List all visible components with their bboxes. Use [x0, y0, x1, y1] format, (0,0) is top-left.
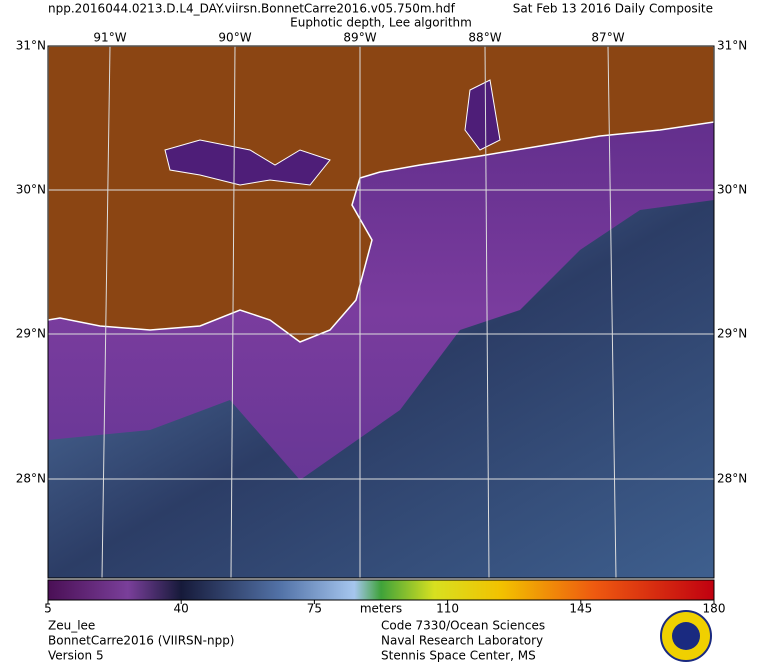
grid-line	[230, 46, 236, 578]
tick-label: 145	[569, 602, 592, 616]
lat-label: 29°N	[16, 327, 46, 341]
lon-label: 87°W	[591, 31, 624, 45]
tick-label: 110	[436, 602, 459, 616]
footer-right: Stennis Space Center, MS	[381, 649, 536, 663]
map-frame	[47, 45, 715, 579]
lat-label: 28°N	[16, 472, 46, 486]
footer-right: Naval Research Laboratory	[381, 634, 543, 648]
tick-label: 75	[307, 602, 322, 616]
tick-label: 5	[44, 602, 52, 616]
lat-label: 29°N	[717, 327, 747, 341]
file-name: npp.2016044.0213.D.L4_DAY.viirsn.BonnetC…	[48, 2, 456, 16]
lat-label: 31°N	[717, 39, 747, 53]
graticule	[48, 46, 714, 578]
grid-line	[607, 46, 617, 578]
footer-left: Version 5	[48, 649, 104, 663]
grid-line	[101, 46, 111, 578]
offshore-water	[48, 200, 714, 578]
footer-left: BonnetCarre2016 (VIIRSN-npp)	[48, 634, 235, 648]
lon-label: 90°W	[218, 31, 251, 45]
lat-label: 31°N	[16, 39, 46, 53]
colorbar-label: meters	[360, 602, 402, 616]
lon-label: 89°W	[343, 31, 376, 45]
lat-label: 28°N	[717, 472, 747, 486]
lat-label: 30°N	[717, 183, 747, 197]
tick-label: 40	[174, 602, 189, 616]
lat-label: 30°N	[16, 183, 46, 197]
date: Sat Feb 13 2016 Daily Composite	[513, 2, 713, 16]
nrl-logo	[660, 610, 712, 662]
colorbar	[47, 579, 715, 601]
footer-right: Code 7330/Ocean Sciences	[381, 619, 545, 633]
lon-label: 91°W	[93, 31, 126, 45]
product: Euphotic depth, Lee algorithm	[290, 16, 472, 30]
land	[48, 46, 714, 343]
tick-label: 180	[703, 602, 726, 616]
lake	[164, 139, 331, 186]
map	[48, 46, 714, 578]
lon-label: 88°W	[468, 31, 501, 45]
footer-left: Zeu_lee	[48, 619, 95, 633]
logo-center	[672, 622, 700, 650]
grid-line	[484, 46, 490, 578]
bay	[464, 79, 501, 151]
